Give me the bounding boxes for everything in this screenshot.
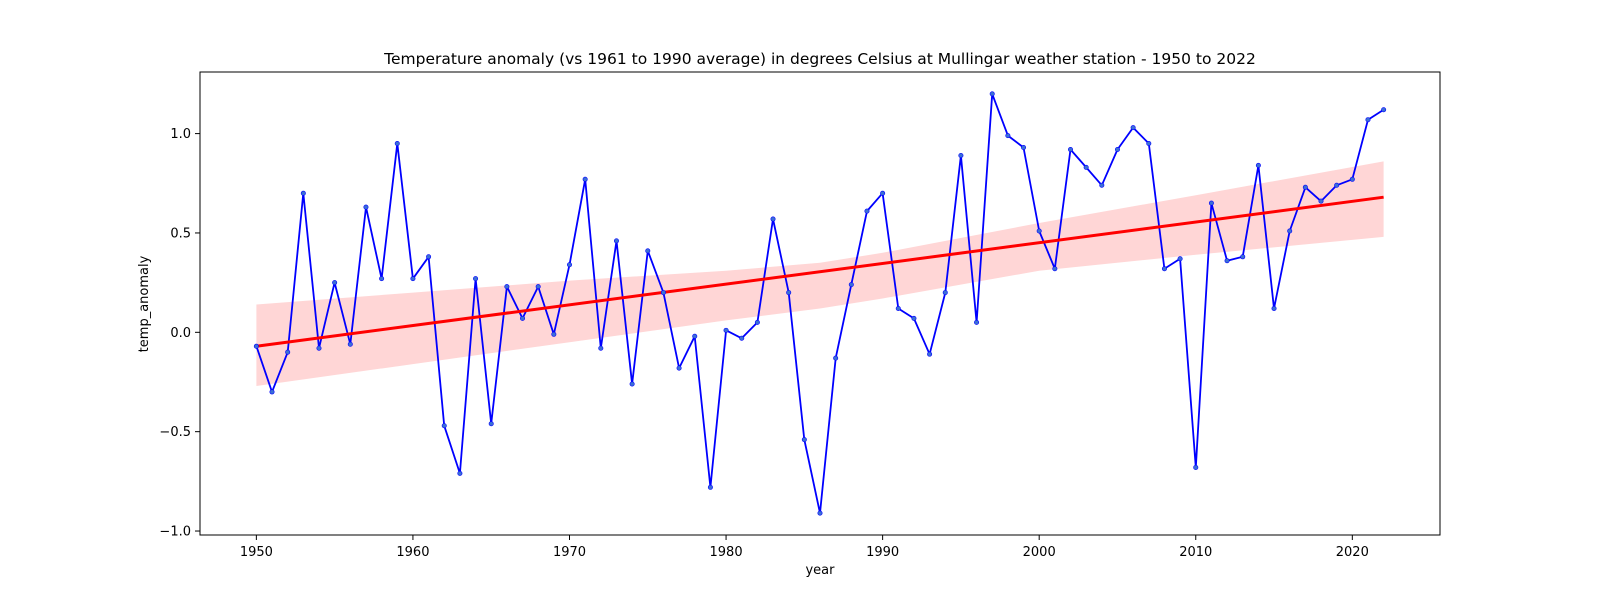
- axes-frame: [199, 71, 1441, 536]
- data-point: [1021, 145, 1027, 151]
- data-point: [801, 437, 807, 443]
- data-point: [488, 421, 494, 427]
- data-point: [1193, 464, 1199, 470]
- x-tick-label: 1970: [553, 545, 586, 560]
- data-point: [989, 91, 995, 97]
- data-point: [1208, 200, 1214, 206]
- data-point: [1318, 198, 1324, 204]
- x-tick-label: 2020: [1336, 545, 1369, 560]
- y-tick-label: 0.5: [170, 226, 191, 241]
- data-point: [1271, 305, 1277, 311]
- data-point: [332, 280, 338, 286]
- data-point: [269, 389, 275, 395]
- data-point: [253, 343, 259, 349]
- data-point: [347, 341, 353, 347]
- data-point: [551, 331, 557, 337]
- data-point: [1036, 228, 1042, 234]
- data-point: [1302, 184, 1308, 190]
- data-point: [504, 284, 510, 290]
- data-point: [316, 345, 322, 351]
- regression-line: [256, 195, 1384, 348]
- y-tick-label: −0.5: [159, 425, 191, 440]
- y-tick-label: −1.0: [159, 525, 191, 540]
- data-point: [426, 254, 432, 260]
- data-point: [1287, 228, 1293, 234]
- x-tick-label: 2000: [1023, 545, 1056, 560]
- data-point: [1161, 266, 1167, 272]
- data-point: [927, 351, 933, 357]
- data-point: [1240, 254, 1246, 260]
- data-point: [300, 190, 306, 196]
- data-point: [786, 290, 792, 296]
- data-point: [1177, 256, 1183, 262]
- data-point: [895, 305, 901, 311]
- data-point: [379, 276, 385, 282]
- data-point: [864, 208, 870, 214]
- data-point: [676, 365, 682, 371]
- data-point: [598, 345, 604, 351]
- x-tick-label: 1990: [866, 545, 899, 560]
- data-point: [1349, 176, 1355, 182]
- data-point: [1255, 162, 1261, 168]
- data-point: [1146, 141, 1152, 147]
- data-point: [441, 423, 447, 429]
- data-point: [911, 315, 917, 321]
- data-point: [817, 510, 823, 516]
- data-point: [833, 355, 839, 361]
- x-tick-label: 1950: [240, 545, 273, 560]
- data-point: [457, 470, 463, 476]
- x-tick-label: 2010: [1179, 545, 1212, 560]
- data-point: [1068, 146, 1074, 152]
- data-point: [1365, 117, 1371, 123]
- data-point: [848, 282, 854, 288]
- y-tick-label: 0.0: [170, 326, 191, 341]
- plot-area: [253, 91, 1387, 516]
- data-point: [363, 204, 369, 210]
- data-point: [613, 238, 619, 244]
- y-axis: −1.0 −0.5 0.0 0.5 1.0: [159, 127, 200, 540]
- data-point: [1381, 107, 1387, 113]
- y-axis-title: temp_anomaly: [137, 255, 152, 352]
- x-axis-title: year: [805, 563, 835, 578]
- data-point: [535, 284, 541, 290]
- data-point: [754, 319, 760, 325]
- data-point: [1224, 258, 1230, 264]
- data-point: [739, 335, 745, 341]
- data-point: [942, 290, 948, 296]
- data-point: [1052, 266, 1058, 272]
- data-point: [410, 276, 416, 282]
- data-point: [692, 333, 698, 339]
- data-point: [582, 176, 588, 182]
- data-point: [1005, 133, 1011, 139]
- data-point: [394, 141, 400, 147]
- data-point: [723, 327, 729, 333]
- data-point: [473, 276, 479, 282]
- data-point: [1334, 182, 1340, 188]
- data-point: [660, 290, 666, 296]
- x-tick-label: 1960: [396, 545, 429, 560]
- data-point: [1130, 125, 1136, 131]
- data-point: [880, 190, 886, 196]
- data-point: [1114, 146, 1120, 152]
- data-point: [520, 315, 526, 321]
- confidence-band: [256, 161, 1384, 386]
- data-point: [566, 262, 572, 268]
- x-tick-label: 1980: [710, 545, 743, 560]
- data-point: [645, 248, 651, 254]
- data-point: [707, 484, 713, 490]
- data-point: [974, 319, 980, 325]
- data-point: [1083, 164, 1089, 170]
- data-point: [629, 381, 635, 387]
- data-point: [285, 349, 291, 355]
- data-point: [1099, 182, 1105, 188]
- y-tick-label: 1.0: [170, 127, 191, 142]
- x-axis: 1950 1960 1970 1980 1990 2000 2010 2020: [240, 535, 1369, 560]
- data-point: [770, 216, 776, 222]
- chart-title: Temperature anomaly (vs 1961 to 1990 ave…: [383, 50, 1256, 68]
- data-point: [958, 152, 964, 158]
